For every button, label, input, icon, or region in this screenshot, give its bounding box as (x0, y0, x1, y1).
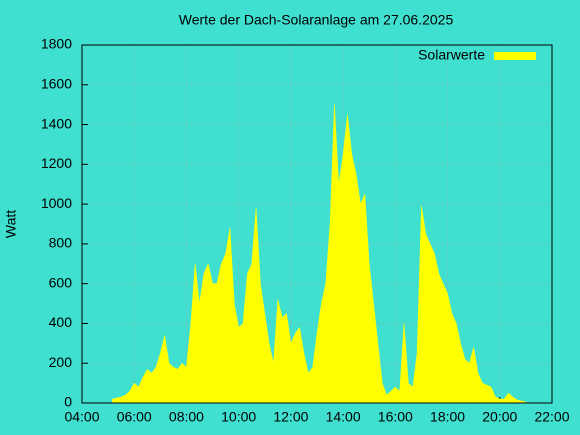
y-axis-label: Watt (3, 210, 19, 238)
y-tick-label: 200 (49, 354, 73, 370)
x-tick-label: 14:00 (326, 409, 361, 425)
x-tick-label: 12:00 (273, 409, 308, 425)
x-tick-label: 04:00 (64, 409, 99, 425)
x-tick-label: 18:00 (430, 409, 465, 425)
y-tick-label: 400 (49, 314, 73, 330)
y-tick-label: 1400 (41, 115, 72, 131)
x-tick-label: 06:00 (117, 409, 152, 425)
x-tick-label: 08:00 (169, 409, 204, 425)
y-tick-label: 1800 (41, 36, 72, 52)
chart-title: Werte der Dach-Solaranlage am 27.06.2025 (179, 12, 454, 28)
y-tick-label: 1200 (41, 155, 72, 171)
y-tick-label: 1600 (41, 75, 72, 91)
x-tick-label: 20:00 (482, 409, 517, 425)
x-tick-label: 22:00 (534, 409, 569, 425)
x-tick-label: 16:00 (378, 409, 413, 425)
area (112, 104, 527, 404)
x-tick-label: 10:00 (221, 409, 256, 425)
legend-label: Solarwerte (418, 47, 485, 63)
y-tick-label: 0 (64, 394, 72, 410)
legend-swatch (494, 52, 536, 60)
y-tick-label: 600 (49, 274, 73, 290)
y-tick-label: 1000 (41, 195, 72, 211)
y-tick-label: 800 (49, 235, 73, 251)
plot-frame (81, 44, 553, 404)
